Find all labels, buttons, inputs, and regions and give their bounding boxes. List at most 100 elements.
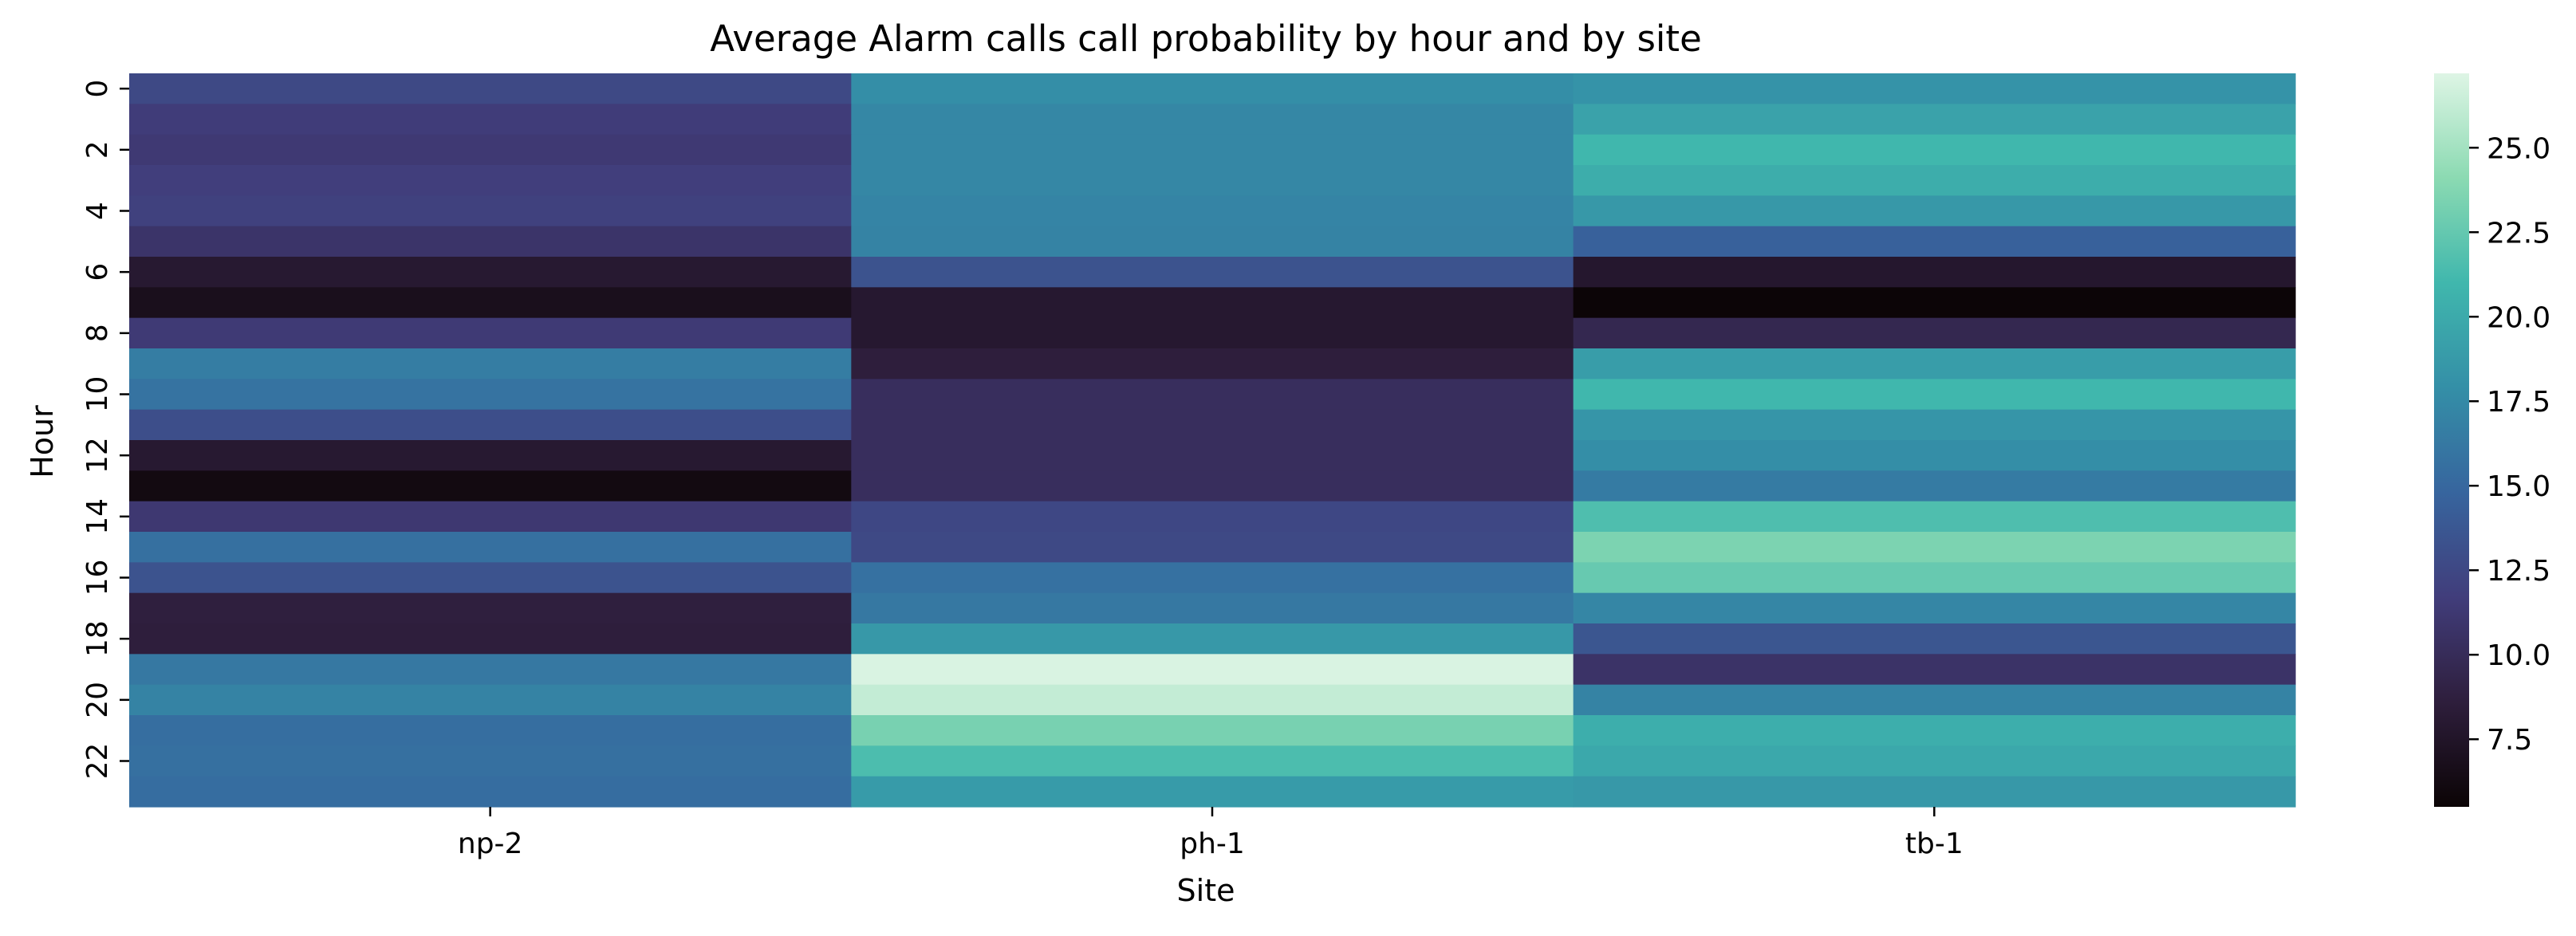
heatmap-cell [1573, 257, 2296, 288]
colorbar [2434, 73, 2469, 807]
heatmap-cell [129, 684, 852, 716]
heatmap-cell [851, 592, 1574, 624]
heatmap-cell [1573, 134, 2296, 166]
colorbar-tick-label: 10.0 [2487, 639, 2550, 672]
heatmap-cell [129, 592, 852, 624]
y-axis-label: Hour [25, 405, 60, 478]
heatmap-cell [129, 715, 852, 746]
heatmap-cell [851, 257, 1574, 288]
heatmap-cell [851, 776, 1574, 808]
heatmap-cell [851, 73, 1574, 104]
y-tick-label: 20 [81, 682, 114, 718]
heatmap-cell [129, 165, 852, 196]
heatmap-cell [129, 195, 852, 227]
y-tick-label: 0 [81, 80, 114, 98]
y-tick-label: 22 [81, 743, 114, 780]
heatmap-cell [129, 501, 852, 533]
heatmap-cell [851, 134, 1574, 166]
heatmap-cell [1573, 470, 2296, 502]
heatmap-cell [851, 165, 1574, 196]
heatmap-cell [1573, 592, 2296, 624]
y-tick-label: 2 [81, 140, 114, 159]
heatmap-cell [1573, 226, 2296, 258]
heatmap-cell [851, 715, 1574, 746]
heatmap-cell [851, 745, 1574, 777]
heatmap-cell [1573, 776, 2296, 808]
heatmap-cell [129, 226, 852, 258]
colorbar-ticks: 7.5 10.0 12.5 15.0 17.5 20.0 22.5 25.0 [2469, 132, 2550, 757]
heatmap-cell [129, 440, 852, 471]
heatmap-cell [851, 501, 1574, 533]
heatmap-cell [129, 257, 852, 288]
y-tick-label: 16 [81, 560, 114, 596]
x-tick-label: tb-1 [1905, 828, 1964, 860]
heatmap-cell [129, 745, 852, 777]
heatmap-cell [1573, 562, 2296, 594]
heatmap-cell [129, 104, 852, 136]
heatmap-cell [851, 532, 1574, 563]
heatmap-cell [129, 317, 852, 349]
heatmap-cell [851, 317, 1574, 349]
heatmap-cell [129, 623, 852, 655]
y-tick-label: 6 [81, 263, 114, 281]
heatmap-cell [1573, 715, 2296, 746]
colorbar-tick-label: 15.0 [2487, 470, 2550, 503]
heatmap-cell [129, 379, 852, 411]
heatmap-cell [851, 684, 1574, 716]
heatmap-cell [1573, 287, 2296, 319]
x-axis-ticks: np-2 ph-1 tb-1 [458, 807, 1964, 860]
colorbar-tick-label: 20.0 [2487, 301, 2550, 334]
heatmap-cell [1573, 654, 2296, 686]
heatmap-cell [1573, 348, 2296, 380]
heatmap-cell [1573, 745, 2296, 777]
heatmap-cell [1573, 195, 2296, 227]
heatmap-cell [1573, 104, 2296, 136]
heatmap-cell [129, 470, 852, 502]
heatmap-cell [129, 409, 852, 441]
heatmap-cells [129, 73, 2296, 808]
heatmap-cell [1573, 165, 2296, 196]
heatmap-cell [1573, 501, 2296, 533]
heatmap-cell [851, 440, 1574, 471]
heatmap-cell [851, 226, 1574, 258]
heatmap-cell [1573, 409, 2296, 441]
heatmap-cell [129, 532, 852, 563]
y-tick-label: 14 [81, 498, 114, 535]
colorbar-tick-label: 22.5 [2487, 217, 2550, 250]
heatmap-cell [129, 287, 852, 319]
y-tick-label: 12 [81, 437, 114, 474]
heatmap-cell [1573, 532, 2296, 563]
heatmap-cell [1573, 379, 2296, 411]
y-tick-label: 8 [81, 324, 114, 342]
x-tick-label: ph-1 [1180, 828, 1245, 860]
heatmap-cell [129, 348, 852, 380]
heatmap-cell [129, 776, 852, 808]
colorbar-tick-label: 25.0 [2487, 132, 2550, 165]
heatmap-cell [851, 623, 1574, 655]
heatmap-cell [1573, 440, 2296, 471]
x-tick-label: np-2 [458, 828, 523, 860]
y-tick-label: 18 [81, 620, 114, 657]
heatmap-cell [129, 654, 852, 686]
heatmap-cell [851, 379, 1574, 411]
heatmap-cell [129, 562, 852, 594]
heatmap-cell [851, 562, 1574, 594]
heatmap-cell [851, 470, 1574, 502]
heatmap-cell [851, 195, 1574, 227]
heatmap-cell [851, 104, 1574, 136]
chart-title: Average Alarm calls call probability by … [710, 18, 1702, 60]
y-axis-ticks: 0 2 4 6 8 10 12 14 16 18 20 22 [81, 80, 129, 780]
y-tick-label: 10 [81, 376, 114, 413]
heatmap-cell [129, 134, 852, 166]
y-tick-label: 4 [81, 202, 114, 220]
heatmap-cell [851, 287, 1574, 319]
heatmap-cell [1573, 73, 2296, 104]
colorbar-tick-label: 12.5 [2487, 555, 2550, 588]
x-axis-label: Site [1177, 873, 1235, 908]
colorbar-tick-label: 7.5 [2487, 724, 2532, 757]
heatmap-cell [1573, 684, 2296, 716]
heatmap-cell [1573, 317, 2296, 349]
heatmap-cell [1573, 623, 2296, 655]
